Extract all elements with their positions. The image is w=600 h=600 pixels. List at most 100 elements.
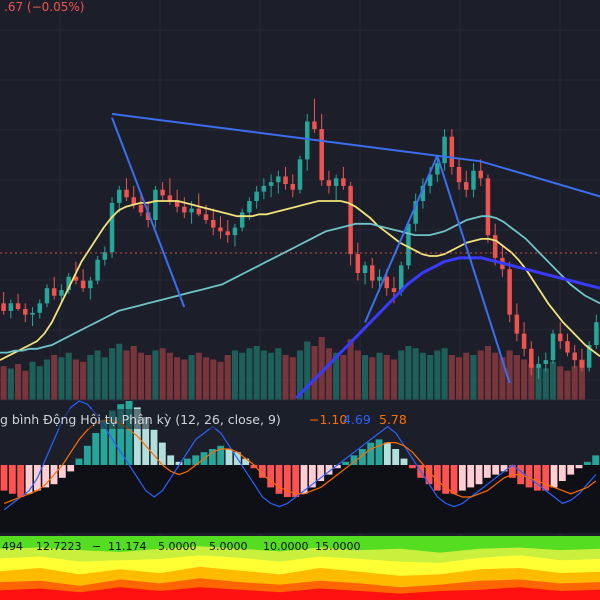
macd-hist-bar [167,455,175,465]
candle-body [550,333,556,361]
candle-body [521,333,527,349]
candle-body [232,227,238,236]
volume-bar [130,346,137,400]
macd-hist-bar [67,465,75,472]
candle-body [30,312,35,315]
macd-hist-bar [258,465,266,478]
macd-hist-bar [442,465,450,494]
volume-bar [542,368,549,400]
moving-average-yellow [0,200,600,361]
candle-body [80,280,86,289]
candle-body [211,219,216,228]
volume-bar [202,357,210,400]
volume-bar [564,370,571,400]
candle-body [572,352,577,361]
macd-hist-bar [183,458,191,465]
candle-body [276,176,281,183]
bottom-legend: 494 12.7223 − 11.174 5.0000 5.0000 10.00… [2,540,361,553]
volume-bar [152,350,159,400]
volume-bar [72,359,79,400]
macd-hist-bar [408,465,416,469]
macd-hist-bar [100,420,108,465]
macd-hist-bar [533,465,541,491]
macd-hist-bar [375,439,383,465]
macd-legend-title: g bình Động Hội tụ Phân kỳ (12, 26, clos… [0,412,281,427]
candle-body [124,189,129,198]
candle-body [8,303,14,311]
bottom-band-5 [0,587,600,600]
candle-body [182,206,187,213]
macd-hist-bar [392,449,400,465]
macd-hist-bar [542,465,550,491]
candle-body [247,201,252,213]
candle-body [413,201,418,224]
candle-body [23,308,28,315]
volume-bar [499,357,506,400]
volume-bar [116,343,123,400]
volume-bar [282,355,289,400]
volume-bar [65,352,72,400]
volume-bar [217,361,224,400]
volume-bar [549,361,557,400]
hist-value: 5.78 [379,412,407,427]
macd-hist-bar [283,465,291,497]
volume-bar [253,346,260,400]
volume-bar [224,355,231,400]
volume-bar [174,357,181,400]
candle-body [464,182,469,190]
candle-body [362,265,368,274]
bottom-value-2: − [92,540,101,553]
bottom-value-6: 10.0000 [263,540,309,553]
candles [1,98,599,380]
macd-hist-bar [142,417,150,465]
volume-bar [0,366,7,400]
candle-body [145,212,151,220]
bottom-value-1: 12.7223 [36,540,82,553]
macd-hist-bar [583,461,591,465]
candle-body [268,182,274,186]
macd-hist-bar [450,465,458,494]
volume-bar [58,357,65,400]
volume-bar [470,355,477,400]
volume-bar [354,350,361,400]
candle-body [167,195,173,202]
candle-body [377,276,382,281]
trendline-0 [111,112,600,198]
volume-bar [513,355,520,400]
candle-body [384,276,389,289]
macd-legend[interactable]: g bình Động Hội tụ Phân kỳ (12, 26, clos… [0,409,407,429]
volume-bar [239,352,246,400]
macd-hist-bar [300,465,308,494]
candle-body [478,170,483,179]
candle-body [239,212,245,228]
volume-bar [376,352,383,400]
candle-body [398,265,404,292]
macd-hist-bar [0,465,8,491]
candle-body [304,121,310,160]
macd-hist-bar [308,465,316,488]
bottom-indicator [0,536,600,600]
macd-hist-bar [333,465,341,469]
candle-body [88,280,93,289]
macd-hist-bar [250,465,258,469]
volume-bar [419,352,426,400]
bottom-value-4: 5.0000 [158,540,197,553]
candle-body [225,231,230,236]
macd-hist-bar [150,429,158,465]
candle-body [449,136,455,167]
volume-bar [123,350,130,400]
macd-hist-bar [358,449,366,465]
candle-body [485,178,491,236]
macd-hist-bar [267,465,275,488]
candle-body [341,178,346,186]
candle-body [312,121,317,130]
candle-body [283,176,288,185]
volume-bar [484,346,491,400]
volume-bar [195,352,202,400]
candle-body [44,288,50,304]
volume-bar [260,350,267,400]
macd-hist-bar [8,465,16,494]
candle-body [529,348,534,368]
volume-bar [94,350,101,400]
